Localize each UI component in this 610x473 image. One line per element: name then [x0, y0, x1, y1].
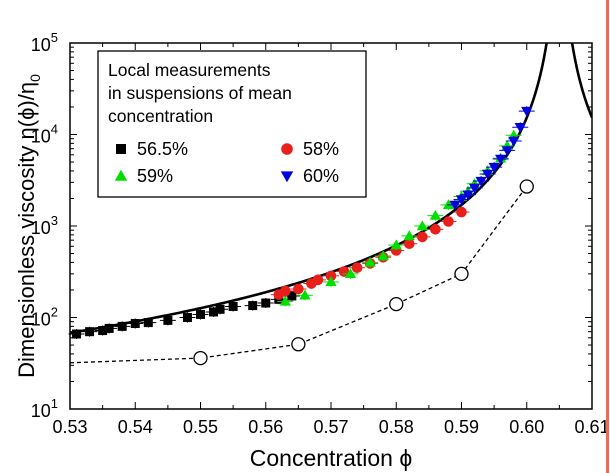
- open-circle-point: [519, 179, 534, 194]
- data-point: [163, 315, 173, 325]
- open-circle-point: [454, 266, 469, 281]
- axes-group: 0.53 0.54 0.55 0.56 0.57 0.58 0.59 0.60 0.61 101 1…: [31, 30, 610, 437]
- data-point: [228, 301, 238, 311]
- y-tick-label: 102: [31, 305, 58, 330]
- y-tick-label: 103: [31, 213, 58, 238]
- data-point: [182, 313, 192, 322]
- x-tick-label: 0.60: [509, 417, 544, 437]
- data-point: [279, 295, 291, 306]
- data-point: [280, 285, 291, 297]
- data-point: [325, 270, 337, 282]
- data-point: [312, 274, 324, 286]
- data-point: [85, 327, 95, 337]
- legend-marker-59%: [114, 169, 128, 181]
- data-point: [293, 283, 304, 295]
- data-point: [215, 304, 225, 314]
- data-point: [481, 169, 494, 180]
- data-point: [299, 289, 311, 300]
- legend: Local measurements in suspensions of mean…: [97, 50, 367, 198]
- data-point: [475, 176, 487, 187]
- legend-marker-56.5%: [116, 144, 126, 154]
- open-circle-point: [193, 350, 208, 366]
- x-tick-label: 0.54: [118, 417, 153, 437]
- fit-curve-right: [570, 43, 592, 119]
- x-tick-label: 0.55: [183, 417, 218, 437]
- data-point: [130, 318, 140, 328]
- y-tick-label: 105: [31, 30, 58, 55]
- data-point: [521, 106, 533, 117]
- data-point: [98, 326, 108, 336]
- data-point: [143, 318, 153, 328]
- y-tick-label: 104: [31, 122, 58, 147]
- data-points-group: [68, 106, 535, 340]
- series-60%: [446, 106, 535, 211]
- legend-label-58%: 58%: [303, 139, 339, 159]
- legend-label-56.5%: 56.5%: [137, 139, 188, 159]
- open-circle-point: [291, 337, 306, 352]
- open-circle-point: [389, 296, 404, 312]
- x-tick-label: 0.53: [52, 417, 87, 437]
- data-point: [248, 301, 258, 311]
- y-axis-label: Dimensionless viscosity η(ϕ)/η0: [14, 74, 43, 378]
- data-point: [104, 323, 114, 333]
- data-point: [508, 136, 520, 147]
- legend-title-line: in suspensions of mean: [108, 83, 292, 103]
- data-point: [488, 162, 500, 173]
- y-axis-label-subscript: 0: [27, 74, 43, 82]
- data-point: [390, 239, 402, 250]
- data-point: [468, 183, 481, 194]
- data-point: [501, 146, 513, 157]
- legend-label-60%: 60%: [303, 166, 339, 186]
- data-point: [449, 200, 461, 211]
- dashed-line: [69, 186, 528, 364]
- data-point: [495, 154, 507, 165]
- x-tick-label: 0.57: [313, 417, 348, 437]
- data-point: [209, 307, 219, 317]
- legend-marker-60%: [280, 171, 294, 183]
- data-point: [287, 291, 297, 301]
- legend-marker-58%: [281, 143, 293, 155]
- data-point: [404, 238, 415, 250]
- data-point: [462, 190, 474, 201]
- y-tick-label: 101: [31, 396, 58, 421]
- data-point: [325, 276, 337, 287]
- data-point: [364, 256, 376, 267]
- data-point: [261, 298, 271, 308]
- data-point: [443, 216, 454, 227]
- data-point: [417, 231, 428, 243]
- data-point: [456, 206, 467, 218]
- data-point: [344, 268, 357, 279]
- x-axis-label: Concentration ϕ: [250, 445, 412, 471]
- data-point: [196, 309, 205, 319]
- data-point: [117, 321, 127, 331]
- y-axis-label-main: Dimensionless viscosity η(ϕ)/η: [14, 82, 39, 378]
- series-56.5%: [68, 290, 300, 340]
- x-tick-label: 0.58: [379, 417, 414, 437]
- data-point: [403, 230, 415, 241]
- data-point: [455, 195, 468, 206]
- legend-label-59%: 59%: [137, 166, 173, 186]
- series-58%: [270, 206, 470, 300]
- data-point: [514, 123, 526, 133]
- x-tick-label: 0.61: [574, 417, 609, 437]
- legend-title-line: Local measurements: [108, 60, 271, 80]
- data-point: [442, 199, 455, 210]
- right-edge-stripe: [606, 0, 609, 473]
- legend-box: [97, 50, 367, 198]
- dashed-series-group: [69, 179, 534, 366]
- data-point: [430, 224, 441, 235]
- data-point: [351, 262, 363, 274]
- data-point: [72, 329, 82, 339]
- x-tick-label: 0.56: [248, 417, 283, 437]
- x-tick-label: 0.59: [444, 417, 479, 437]
- data-point: [429, 209, 442, 220]
- legend-title-line: concentration: [108, 106, 213, 126]
- data-point: [377, 250, 389, 261]
- data-point: [416, 220, 428, 231]
